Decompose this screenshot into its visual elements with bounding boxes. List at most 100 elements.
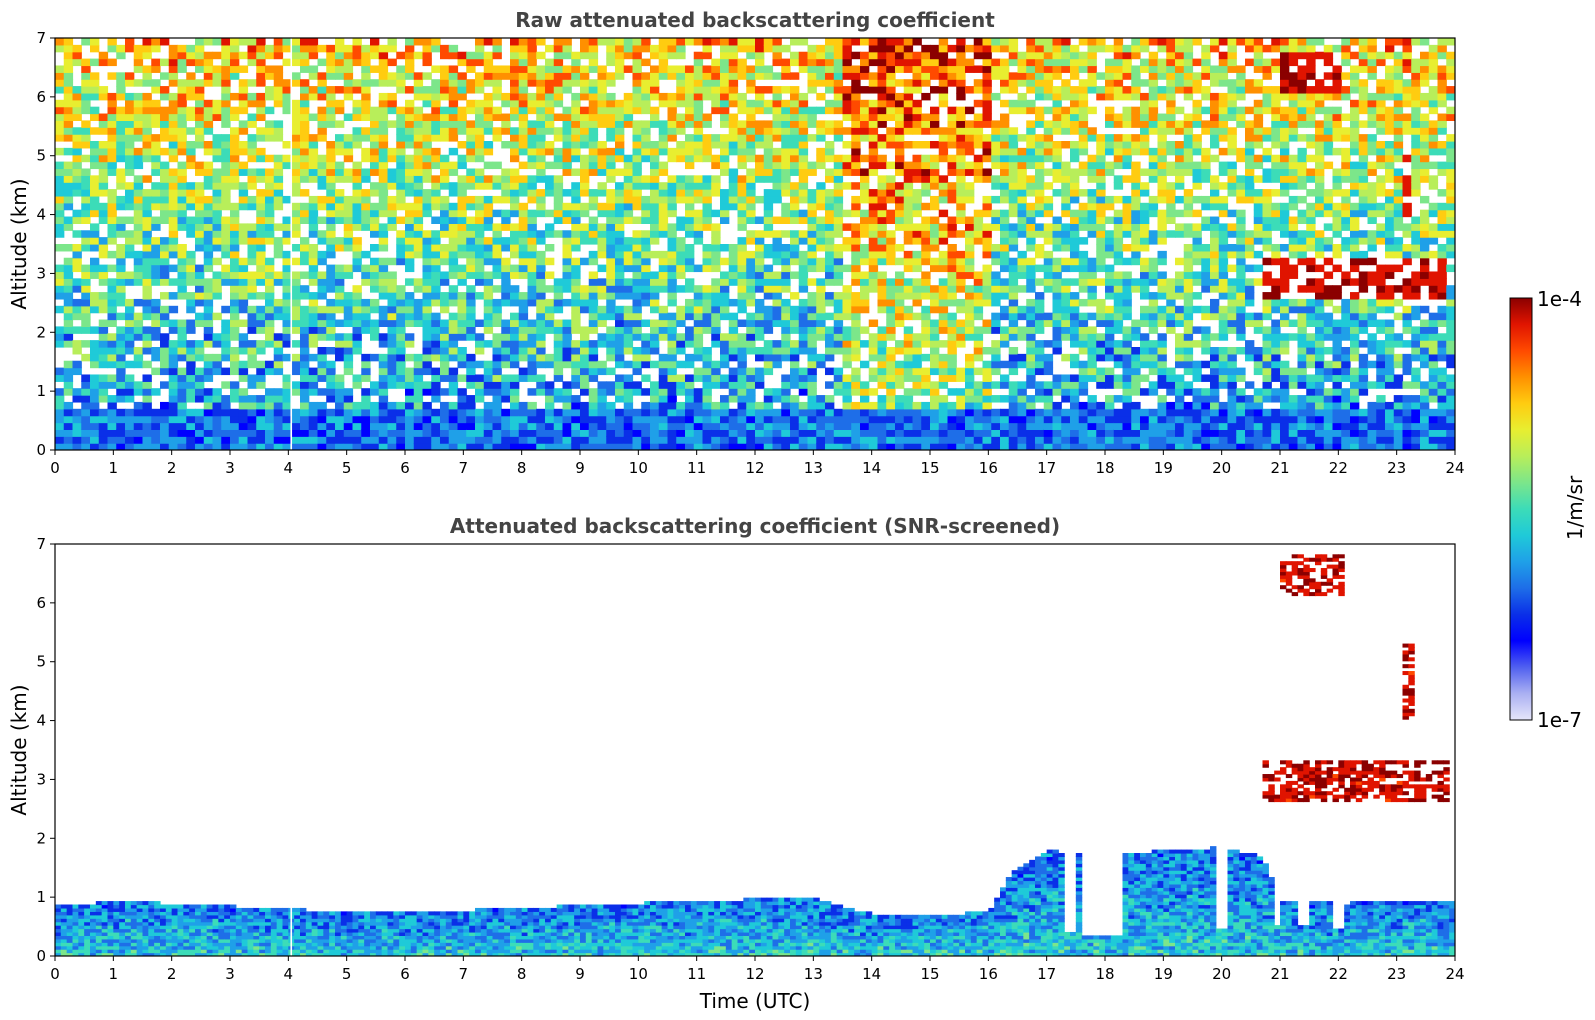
heat-cell [615, 292, 625, 300]
heat-cell [746, 436, 756, 444]
heat-cell [186, 92, 196, 101]
heat-cell [510, 360, 520, 369]
heat-cell [378, 237, 389, 245]
heat-cell [685, 340, 695, 348]
heat-cell [912, 127, 922, 135]
heat-cell [203, 141, 214, 149]
heat-cell [728, 147, 739, 156]
heat-cell [413, 285, 424, 293]
heat-cell [361, 298, 371, 307]
heat-cell [186, 86, 196, 94]
heat-cell [562, 161, 572, 170]
heat-cell [370, 51, 380, 60]
heat-cell [256, 367, 266, 376]
heat-cell [781, 65, 791, 73]
heat-cell [868, 374, 879, 382]
heat-cell [842, 415, 852, 424]
heat-cell [317, 92, 327, 101]
heat-cell [457, 189, 467, 197]
heat-cell [895, 381, 905, 389]
heat-cell [133, 257, 144, 266]
heat-cell [116, 141, 126, 149]
heat-cell [886, 278, 896, 286]
heat-cell [405, 264, 415, 273]
heat-cell [177, 120, 187, 128]
heat-cell [125, 298, 135, 307]
heat-cell [378, 189, 389, 197]
heat-cell [125, 72, 135, 80]
heat-cell [133, 326, 144, 334]
heat-cell [125, 436, 135, 444]
heat-cell [352, 182, 362, 190]
heat-cell [641, 202, 651, 211]
heat-cell [352, 51, 362, 60]
heat-cell [308, 223, 319, 231]
heat-cell [676, 244, 686, 252]
heat-cell [405, 374, 415, 382]
heat-cell [142, 223, 152, 231]
heat-cell [781, 99, 791, 108]
heat-cell [326, 244, 336, 252]
heat-cell [510, 223, 520, 231]
heat-cell [588, 237, 599, 245]
heat-cell [755, 141, 765, 149]
heat-cell [545, 175, 555, 183]
heat-cell [536, 127, 546, 135]
heat-cell [676, 189, 686, 197]
heat-cell [370, 168, 380, 176]
heat-cell [711, 326, 721, 334]
heat-cell [930, 65, 940, 73]
heat-cell [256, 257, 266, 266]
heat-cell [273, 79, 284, 87]
heat-cell [440, 79, 450, 87]
heat-cell [133, 209, 144, 218]
heat-cell [938, 189, 949, 197]
heat-cell [448, 99, 459, 108]
heat-cell [737, 209, 747, 218]
heat-cell [142, 38, 152, 46]
heat-cell [431, 147, 441, 156]
heat-cell [886, 72, 896, 80]
heat-cell [702, 250, 712, 259]
heat-cell [588, 408, 599, 417]
heat-cell [422, 161, 432, 170]
heat-cell [545, 285, 555, 293]
heat-cell [650, 443, 660, 450]
heat-cell [440, 244, 450, 252]
heat-cell [702, 305, 712, 314]
heat-cell [536, 264, 546, 273]
heat-cell [413, 154, 424, 163]
heat-cell [273, 244, 284, 252]
heat-cell [571, 415, 581, 424]
heat-cell [746, 134, 756, 142]
heat-cell [667, 182, 677, 190]
heat-cell [615, 99, 625, 108]
heat-cell [186, 340, 196, 348]
heat-cell [186, 154, 196, 163]
heat-cell [510, 113, 520, 121]
heat-cell [615, 319, 625, 327]
heat-cell [536, 79, 546, 87]
heat-cell [238, 237, 249, 245]
heat-cell [763, 147, 774, 156]
heat-cell [387, 347, 397, 355]
heat-cell [580, 113, 590, 121]
heat-cell [98, 216, 109, 224]
heat-cell [693, 141, 704, 149]
heat-cell [133, 237, 144, 245]
heat-cell [956, 147, 966, 156]
heat-cell [55, 79, 65, 87]
heat-cell [308, 230, 319, 238]
heat-cell [632, 44, 642, 53]
heat-cell [221, 189, 231, 197]
heat-cell [938, 44, 949, 53]
heat-cell [265, 292, 275, 300]
heat-cell [457, 237, 467, 245]
heat-cell [912, 381, 922, 389]
heat-cell [772, 271, 782, 279]
heat-cell [361, 168, 371, 176]
heat-cell [81, 86, 91, 94]
heat-cell [326, 51, 336, 60]
heat-cell [238, 436, 249, 444]
heat-cell [903, 340, 914, 348]
